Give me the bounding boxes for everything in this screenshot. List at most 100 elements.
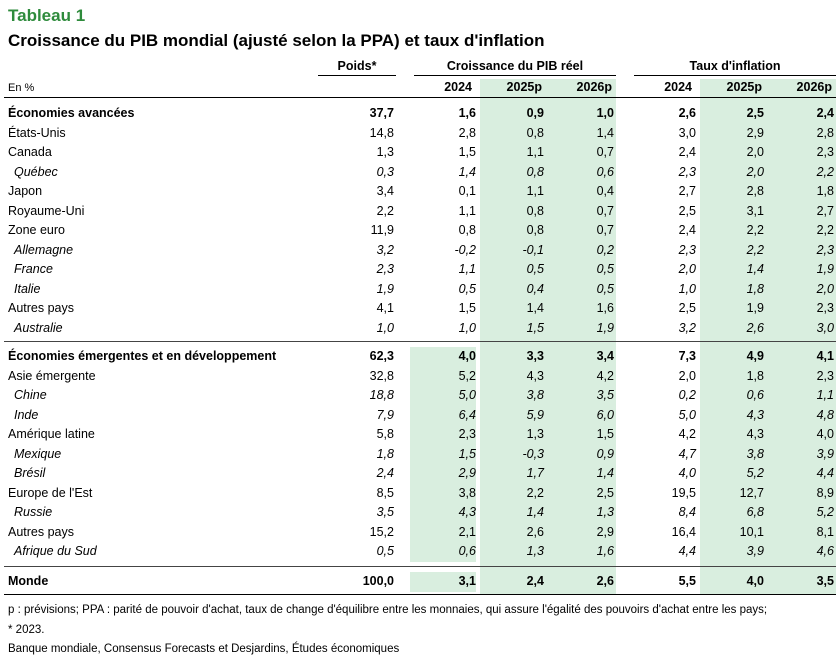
inflation-forecast-shade: [700, 79, 836, 594]
section-divider: [4, 341, 836, 342]
footnote: * 2023.: [8, 624, 45, 636]
section-divider: [4, 566, 836, 567]
table-cell: 0,8: [526, 203, 544, 218]
table-cell: 4,3: [526, 368, 544, 383]
table-cell: 1,3: [596, 505, 614, 519]
table-cell: 0,8: [458, 223, 476, 237]
inflation-header: Taux d'inflation: [634, 59, 836, 76]
table-cell: 3,1: [410, 572, 476, 592]
table-cell: 2,7: [816, 203, 834, 218]
table-cell: 2,3: [816, 368, 834, 383]
table-cell: 1,8: [816, 184, 834, 198]
table-cell: 0,8: [526, 125, 544, 140]
table-cell: 2,1: [410, 522, 476, 542]
table-cell: 2,3: [678, 242, 696, 257]
table-row: Allemagne 3,2 -0,2 -0,1 0,2 2,3 2,2 2,3: [0, 241, 840, 261]
table-cell: 2,6: [596, 574, 614, 588]
table-cell: 6,8: [746, 505, 764, 519]
row-label: France: [14, 262, 53, 276]
table-cell: 6,0: [596, 407, 614, 422]
table-cell: 0,9: [526, 106, 544, 120]
table-title: Croissance du PIB mondial (ajusté selon …: [8, 31, 545, 50]
table-cell: 0,5: [596, 281, 614, 296]
table-row: Afrique du Sud 0,5 0,6 1,3 1,6 4,4 3,9 4,6: [0, 542, 840, 562]
table-cell: 1,5: [526, 320, 544, 335]
footnote: p : prévisions; PPA : parité de pouvoir …: [8, 604, 768, 616]
table-cell: 0,4: [526, 281, 544, 296]
table-cell: 1,0: [596, 106, 614, 120]
table-cell: 3,8: [410, 483, 476, 503]
table-cell: 3,5: [816, 574, 834, 588]
table-cell: 1,3: [376, 145, 394, 159]
table-cell: 2,3: [678, 164, 696, 179]
year-header: 2024: [444, 80, 472, 94]
table-cell: 2,4: [816, 106, 834, 120]
table-cell: 0,2: [678, 388, 696, 402]
table-cell: 1,4: [526, 505, 544, 519]
table-cell: 0,9: [596, 446, 614, 461]
row-label: Autres pays: [8, 301, 75, 315]
table-cell: 18,8: [369, 388, 394, 402]
row-label: Afrique du Sud: [14, 544, 97, 558]
table-cell: 4,4: [816, 466, 834, 480]
table-cell: 8,4: [678, 505, 696, 519]
table-cell: 12,7: [739, 485, 764, 500]
table-cell: 2,2: [526, 485, 544, 500]
row-label: États-Unis: [8, 125, 66, 140]
table-cell: 2,0: [678, 262, 696, 276]
units-label: En %: [8, 82, 35, 94]
table-cell: 2,3: [376, 262, 394, 276]
table-cell: 3,5: [376, 505, 394, 519]
row-label: Royaume-Uni: [8, 203, 85, 218]
table-label: Tableau 1: [8, 6, 86, 25]
table-cell: 1,1: [526, 184, 544, 198]
table-row: Monde 100,0 3,1 2,4 2,6 5,5 4,0 3,5: [0, 572, 840, 592]
table-cell: 2,8: [458, 125, 476, 140]
table-cell: 0,4: [596, 184, 614, 198]
table-cell: 5,2: [410, 366, 476, 386]
table-cell: 11,9: [370, 223, 394, 237]
table-cell: 3,8: [746, 446, 764, 461]
table-cell: 4,1: [816, 349, 834, 363]
table-cell: 2,6: [526, 524, 544, 539]
table-row: Mexique 1,8 1,5 -0,3 0,9 4,7 3,8 3,9: [0, 444, 840, 464]
table-cell: 1,8: [746, 368, 764, 383]
table-cell: 1,5: [410, 444, 476, 464]
table-cell: 2,4: [526, 574, 544, 588]
table-cell: 3,3: [526, 349, 544, 363]
table-row: Royaume-Uni 2,2 1,1 0,8 0,7 2,5 3,1 2,7: [0, 202, 840, 222]
table-cell: 5,8: [376, 427, 394, 441]
table-cell: 2,0: [746, 164, 764, 179]
table-cell: 3,8: [526, 388, 544, 402]
row-label: Économies avancées: [8, 106, 135, 120]
row-label: Australie: [14, 320, 63, 335]
table-cell: 1,5: [596, 427, 614, 441]
table-cell: 4,0: [678, 466, 696, 480]
row-label: Brésil: [14, 466, 46, 480]
table-cell: 1,7: [526, 466, 544, 480]
table-cell: 62,3: [369, 349, 394, 363]
table-cell: 5,2: [746, 466, 764, 480]
table-cell: 2,3: [816, 301, 834, 315]
table-cell: 6,4: [410, 405, 476, 425]
table-cell: 1,3: [526, 427, 544, 441]
table-cell: 2,8: [816, 125, 834, 140]
table-cell: 3,2: [678, 320, 696, 335]
table-cell: 1,0: [458, 320, 476, 335]
table-cell: 0,7: [596, 203, 614, 218]
table-cell: 0,5: [596, 262, 614, 276]
table-cell: 2,7: [678, 184, 696, 198]
table-cell: 4,0: [746, 574, 764, 588]
table-cell: 2,9: [596, 524, 614, 539]
table-cell: 16,4: [671, 524, 696, 539]
table-cell: 3,1: [746, 203, 764, 218]
row-label: Canada: [8, 145, 52, 159]
table-row: Économies émergentes et en développement…: [0, 347, 840, 367]
table-cell: 2,6: [746, 320, 764, 335]
table-cell: 2,3: [816, 145, 834, 159]
table-cell: 1,4: [526, 301, 544, 315]
table-cell: 10,1: [739, 524, 764, 539]
table-cell: 0,8: [526, 223, 544, 237]
table-cell: 5,5: [678, 574, 696, 588]
year-header: 2024: [664, 80, 692, 94]
